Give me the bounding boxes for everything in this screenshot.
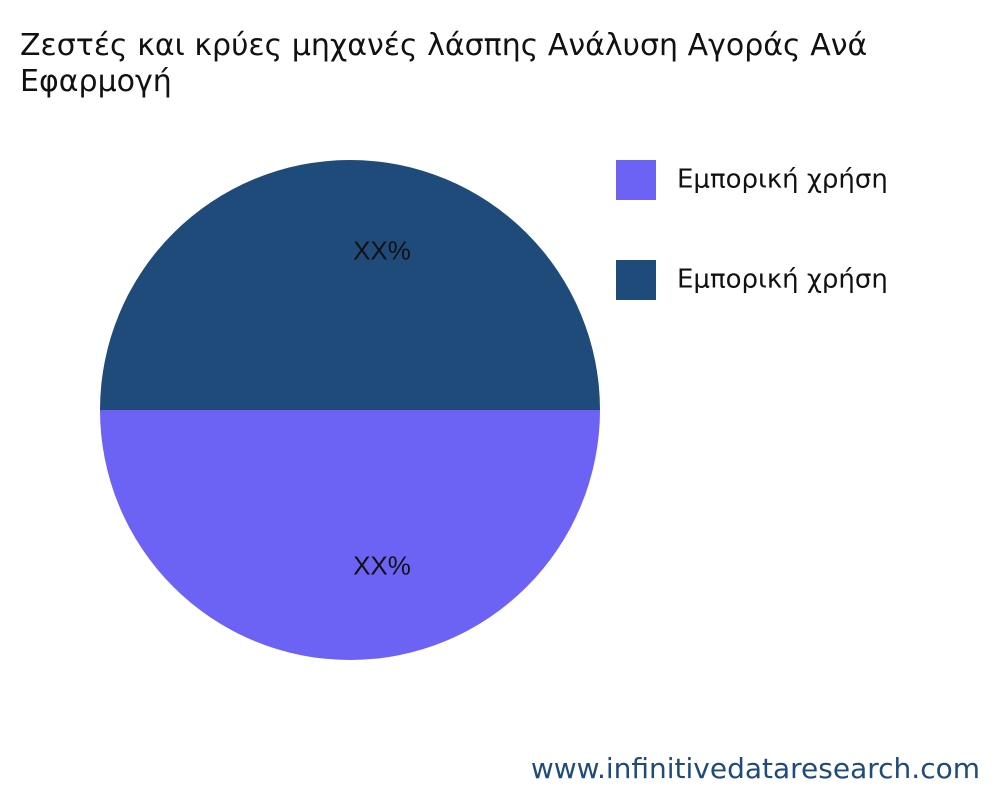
- chart-title-text: Ζεστές και κρύες μηχανές λάσπης Ανάλυση …: [20, 28, 868, 99]
- pie-slice: [100, 410, 600, 660]
- legend-swatch: [616, 160, 656, 200]
- legend-label: Εμπορική χρήση: [677, 165, 888, 195]
- slice-label: XX%: [353, 235, 411, 265]
- legend-swatch: [616, 260, 656, 300]
- pie-slice: [100, 160, 600, 410]
- slice-label: XX%: [353, 550, 411, 580]
- chart-title: Ζεστές και κρύες μηχανές λάσπης Ανάλυση …: [20, 28, 995, 100]
- source: www.infinitivedataresearch.com: [531, 752, 980, 785]
- legend-label: Εμπορική χρήση: [677, 265, 888, 295]
